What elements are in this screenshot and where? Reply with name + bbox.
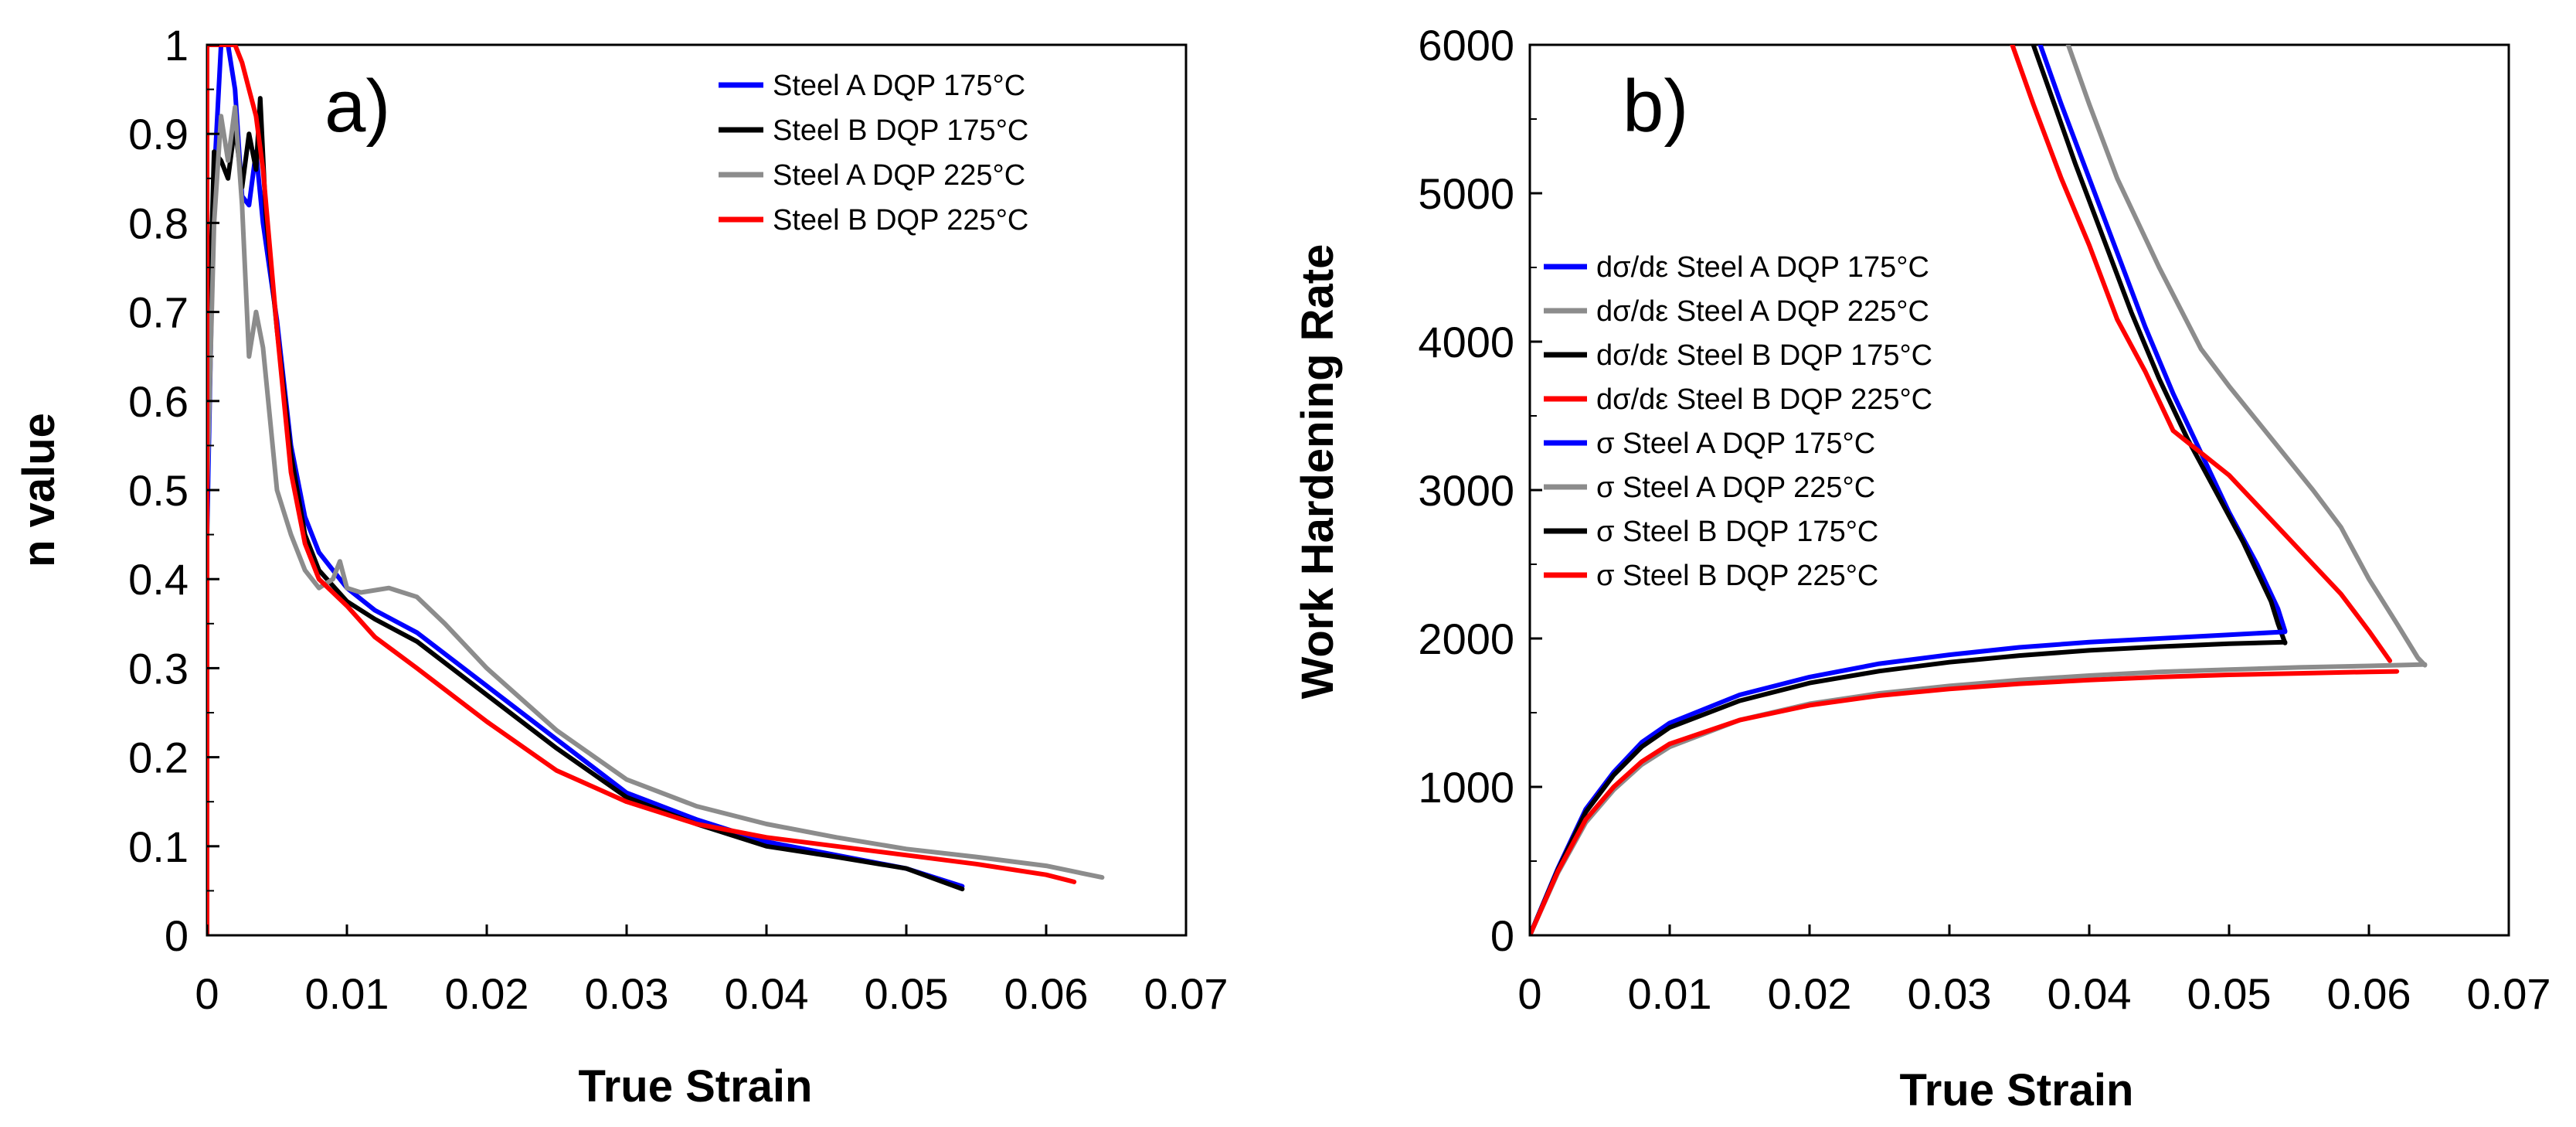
panel-a-y-tick-label: 0.8 <box>128 199 189 247</box>
panel-b-legend-label: dσ/dε Steel A DQP 175°C <box>1596 251 1929 284</box>
panel-b-y-tick-label: 5000 <box>1418 169 1514 218</box>
panel-a-y-tick-label: 0.9 <box>128 110 189 158</box>
panel-b-legend-label: σ Steel B DQP 175°C <box>1596 516 1878 548</box>
panel-a-x-tick-label: 0.01 <box>305 969 389 1018</box>
panel-a-x-tick-label: 0.04 <box>725 969 809 1018</box>
panel-a-label: a) <box>325 65 390 148</box>
panel-a-y-tick-label: 0.7 <box>128 288 189 337</box>
panel-a-legend-label: Steel B DQP 225°C <box>773 204 1028 237</box>
panel-a-y-axis-title: n value <box>14 413 64 567</box>
panel-a-y-tick-label: 1 <box>165 21 189 70</box>
panel-b-y-tick-label: 2000 <box>1418 615 1514 663</box>
panel-b-series-line-8 <box>1530 669 2400 935</box>
panel-a-legend-label: Steel A DQP 225°C <box>773 159 1025 192</box>
panel-a-x-tick-label: 0.03 <box>585 969 669 1018</box>
panel-b-series-line-2 <box>2065 45 2428 668</box>
panel-b-legend: dσ/dε Steel A DQP 175°C dσ/dε Steel A DQP… <box>1544 251 1932 592</box>
panel-b-legend-label: σ Steel B DQP 225°C <box>1596 560 1878 592</box>
panel-a-x-axis-title: True Strain <box>579 1061 813 1112</box>
panel-b-x-tick-label: 0.04 <box>2048 969 2132 1018</box>
panel-b-legend-label: dσ/dε Steel A DQP 225°C <box>1596 295 1929 328</box>
panel-a-y-tick-label: 0.6 <box>128 377 189 426</box>
panel-a-series-line-3 <box>207 104 1105 880</box>
panel-b-y-tick-label: 0 <box>1490 911 1514 960</box>
panel-b-y-axis-title: Work Hardening Rate <box>1293 244 1343 700</box>
panel-b-label: b) <box>1623 65 1688 148</box>
panel-b-series-layer <box>1530 45 2428 935</box>
panel-b-x-tick-label: 0.03 <box>1908 969 1992 1018</box>
panel-a-series-line-1 <box>207 45 965 889</box>
panel-b-legend-label: dσ/dε Steel B DQP 175°C <box>1596 339 1932 372</box>
panel-a-y-tick-label: 0 <box>165 911 189 960</box>
panel-a-x-ticks: 0 0.01 0.02 0.03 0.04 0.05 0.06 0.07 <box>195 924 1229 1018</box>
panel-b-x-tick-label: 0.02 <box>1768 969 1852 1018</box>
panel-b-x-tick-label: 0.07 <box>2467 969 2551 1018</box>
panel-b-legend-label: σ Steel A DQP 175°C <box>1596 427 1875 460</box>
panel-a-x-tick-label: 0.06 <box>1004 969 1089 1018</box>
panel-b-series-line-4 <box>2010 45 2393 663</box>
panel-a-x-tick-label: 0.05 <box>865 969 949 1018</box>
panel-b-x-tick-label: 0.06 <box>2327 969 2411 1018</box>
panel-a-y-ticks: 0 0.1 0.2 0.3 0.4 0.5 0.6 0.7 0.8 0.9 1 <box>128 21 219 960</box>
panel-b-x-ticks: 0 0.01 0.02 0.03 0.04 0.05 0.06 0.07 <box>1517 924 2551 1018</box>
panel-a-legend-label: Steel B DQP 175°C <box>773 114 1028 147</box>
panel-b-work-hardening-chart: 0 0.01 0.02 0.03 0.04 0.05 0.06 0.07 0 1000 2000 3… <box>1293 21 2551 1115</box>
panel-a-x-tick-label: 0.02 <box>445 969 529 1018</box>
panel-b-y-tick-label: 6000 <box>1418 21 1514 70</box>
panel-a-legend-label: Steel A DQP 175°C <box>773 70 1025 102</box>
panel-a-legend: Steel A DQP 175°C Steel B DQP 175°C Steel … <box>719 70 1028 237</box>
panel-b-y-tick-label: 4000 <box>1418 318 1514 366</box>
panel-a-x-tick-label: 0.07 <box>1144 969 1229 1018</box>
panel-b-x-tick-label: 0.05 <box>2187 969 2272 1018</box>
panel-a-y-tick-label: 0.5 <box>128 466 189 515</box>
panel-a-y-tick-label: 0.3 <box>128 644 189 693</box>
panel-b-series-line-3 <box>2031 45 2288 645</box>
panel-b-series-line-1 <box>2037 45 2288 634</box>
panel-a-series-layer <box>207 45 1105 935</box>
panel-b-y-tick-label: 1000 <box>1418 763 1514 812</box>
panel-a-x-tick-label: 0 <box>195 969 219 1018</box>
panel-b-x-axis-title: True Strain <box>1900 1065 2134 1115</box>
panel-b-x-tick-label: 0.01 <box>1628 969 1712 1018</box>
panel-b-legend-label: dσ/dε Steel B DQP 225°C <box>1596 383 1932 416</box>
panel-a-n-value-chart: 0 0.01 0.02 0.03 0.04 0.05 0.06 0.07 0 0.1 0.2 0.3… <box>14 21 1229 1112</box>
panel-b-x-tick-label: 0 <box>1517 969 1541 1018</box>
panel-b-legend-label: σ Steel A DQP 225°C <box>1596 472 1875 504</box>
panel-a-series-line-4 <box>207 45 1077 935</box>
panel-b-y-ticks: 0 1000 2000 3000 4000 5000 6000 <box>1418 21 1542 960</box>
panel-a-y-tick-label: 0.1 <box>128 822 189 871</box>
panel-a-y-tick-label: 0.2 <box>128 734 189 782</box>
panel-b-y-tick-label: 3000 <box>1418 466 1514 515</box>
panel-a-y-tick-label: 0.4 <box>128 555 189 604</box>
panel-b-series-line-7 <box>1530 639 2288 935</box>
